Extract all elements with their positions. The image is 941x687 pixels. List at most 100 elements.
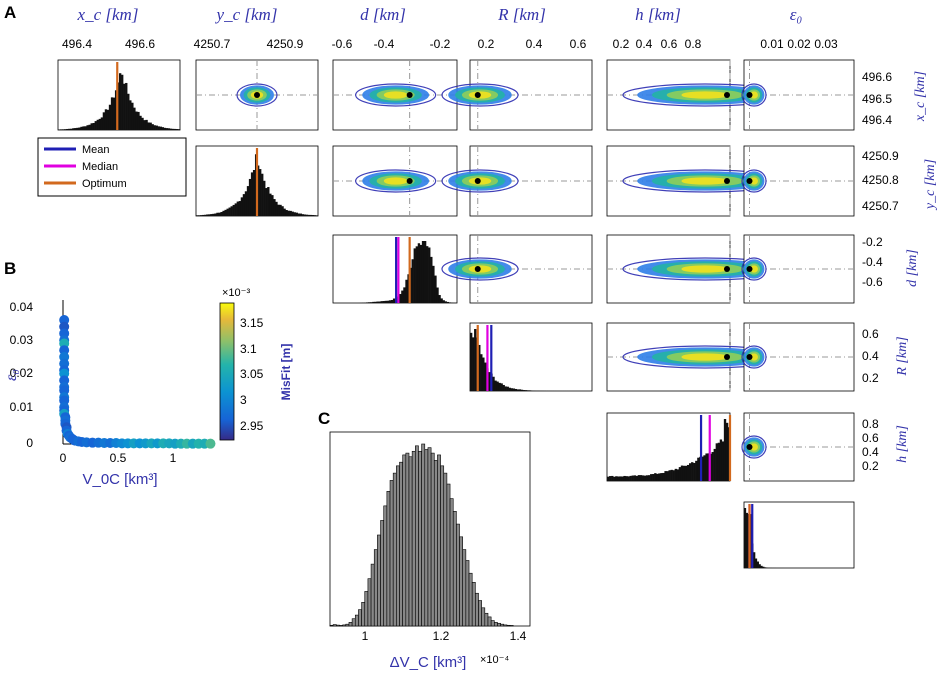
hist-bar xyxy=(230,206,233,216)
b-ytick-3: 0.02 xyxy=(10,366,34,380)
hist-bar xyxy=(674,468,677,481)
hist-bar xyxy=(480,354,483,391)
tick-d-1: -0.6 xyxy=(332,37,353,51)
tick-eps-1: 0.01 xyxy=(760,37,784,51)
right-label-d: d [km] xyxy=(905,249,920,287)
contour-level xyxy=(441,257,519,281)
right-ticks-yc: 4250.9 4250.8 4250.7 xyxy=(862,149,899,213)
contour-level xyxy=(383,177,408,185)
hist-bar xyxy=(428,247,431,303)
subplot-r0-c4 xyxy=(606,59,788,131)
legend-optimum-label: Optimum xyxy=(82,178,127,190)
hist-bar xyxy=(161,127,165,130)
hist-bar xyxy=(615,476,618,481)
hist-bar xyxy=(524,390,528,391)
tick-xc-2: 496.6 xyxy=(125,37,155,51)
hist-bar xyxy=(374,301,377,303)
hist-bar xyxy=(76,127,79,130)
hist-bar xyxy=(701,456,704,481)
subplot-r4-c5 xyxy=(741,412,855,482)
hist-bar xyxy=(430,256,433,303)
right-ticks-h: 0.8 0.6 0.4 0.2 xyxy=(862,417,879,473)
hist-bar xyxy=(236,201,239,216)
hist-bar xyxy=(474,329,477,391)
hist-bar xyxy=(689,463,692,481)
hist-bar xyxy=(305,214,309,216)
hist-bar xyxy=(386,300,390,303)
hist-bar xyxy=(257,165,260,216)
c-hist-bar xyxy=(487,616,492,627)
c-hist-bar xyxy=(402,454,407,627)
rtick-yc-2: 4250.8 xyxy=(862,173,899,187)
c-hist-bar xyxy=(503,624,508,627)
hist-bar xyxy=(271,195,274,216)
hist-bar xyxy=(72,128,75,130)
hist-bar xyxy=(137,111,140,130)
hist-bar xyxy=(100,117,104,130)
hist-bar xyxy=(652,474,655,481)
subplot-r1-c5 xyxy=(741,145,855,217)
b-ylabel: ε₀ xyxy=(3,369,20,381)
panel-label-b: B xyxy=(4,259,16,278)
c-hist-bar xyxy=(396,465,400,627)
hist-bar xyxy=(760,565,763,568)
panel-label-c: C xyxy=(318,409,330,428)
hist-bar xyxy=(723,419,727,481)
b-ytick-2: 0.03 xyxy=(10,333,34,347)
hist-bar xyxy=(633,475,636,481)
hist-bar xyxy=(127,93,130,130)
contour-level xyxy=(681,265,729,273)
hist-bar xyxy=(442,300,445,303)
hist-bar xyxy=(670,469,673,481)
hist-bar xyxy=(401,290,404,303)
hist-bar xyxy=(311,215,315,216)
panel-c-histogram: 1 1.2 1.4 ΔV_C [km³] ×10⁻⁴ xyxy=(329,431,531,671)
hist-bar xyxy=(145,119,148,130)
hist-bar xyxy=(617,476,620,481)
hist-bar xyxy=(756,561,759,568)
hist-bar xyxy=(625,476,628,481)
c-hist-bar xyxy=(468,572,473,627)
hist-bar xyxy=(488,372,491,391)
c-hist-bar xyxy=(456,523,460,627)
hist-bar xyxy=(384,300,388,303)
hist-bar xyxy=(102,112,106,130)
hist-bar xyxy=(438,295,441,303)
hist-bar xyxy=(234,203,237,216)
hist-bar xyxy=(68,128,71,130)
c-hist-bar xyxy=(386,491,391,627)
hist-bar xyxy=(609,476,612,481)
hist-bar xyxy=(297,213,300,216)
hist-bar xyxy=(112,97,116,130)
hist-bar xyxy=(502,384,505,391)
hist-bar xyxy=(643,475,647,481)
hist-bar xyxy=(171,128,175,130)
c-exponent: ×10⁻⁴ xyxy=(480,654,509,666)
hist-bar xyxy=(139,115,142,130)
top-label-xc: x_c [km] xyxy=(77,5,139,24)
c-hist-bar xyxy=(500,623,505,627)
c-hist-bar xyxy=(380,520,385,627)
hist-bar xyxy=(279,204,282,216)
hist-bar xyxy=(496,381,499,391)
colorbar-gradient xyxy=(219,302,235,441)
hist-bar xyxy=(372,301,375,303)
tick-h-1: 0.2 xyxy=(613,37,630,51)
rtick-h-4: 0.2 xyxy=(862,459,879,473)
hist-bar xyxy=(695,460,698,481)
top-label-yc: y_c [km] xyxy=(215,5,278,24)
cbar-tick-4: 3 xyxy=(240,393,247,407)
hist-bar xyxy=(228,207,231,216)
c-xtick-1: 1 xyxy=(362,629,369,643)
c-hist-bar xyxy=(361,602,366,627)
tick-yc-2: 4250.9 xyxy=(267,37,304,51)
hist-bar xyxy=(762,566,765,568)
subplot-r2-c3 xyxy=(441,234,593,304)
c-hist-bar xyxy=(440,465,445,627)
hist-bar xyxy=(707,453,710,481)
hist-bar xyxy=(206,214,209,216)
hist-bar xyxy=(522,390,526,391)
hist-bar xyxy=(686,464,690,481)
c-hist-bar xyxy=(427,447,432,627)
hist-bar xyxy=(198,215,201,216)
